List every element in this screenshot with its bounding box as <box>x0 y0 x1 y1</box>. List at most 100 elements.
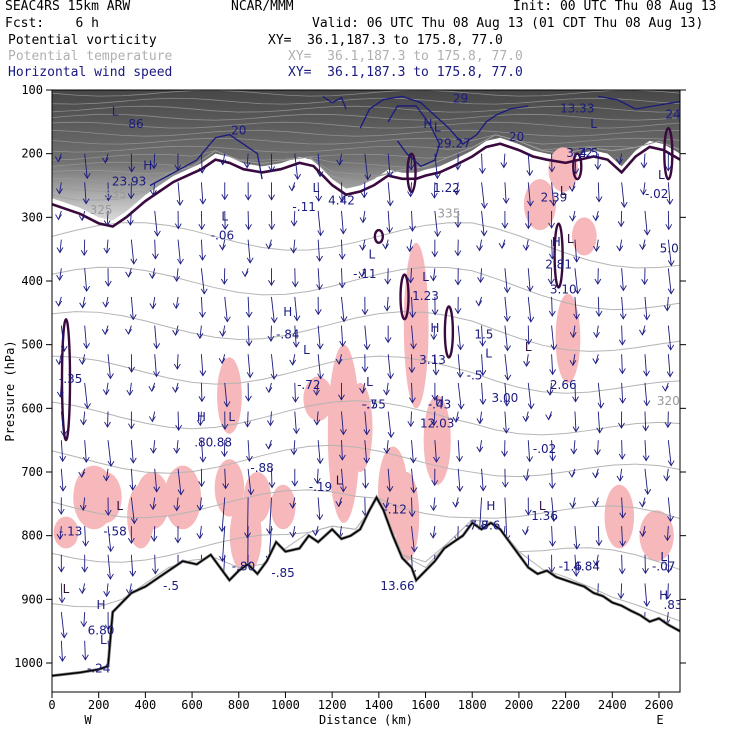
wind-vector-head <box>592 215 600 222</box>
model-title: SEAC4RS 15km ARW <box>5 0 131 14</box>
wind-vector <box>176 354 179 370</box>
wind-speed-label: 3.10 <box>550 283 577 297</box>
wind-vector-head <box>572 426 580 433</box>
pv-shade-blob <box>217 357 242 434</box>
y-tick-label: 800 <box>21 529 43 543</box>
wind-vector-head <box>338 454 346 461</box>
wind-vector-head <box>546 389 554 396</box>
wind-vector <box>456 182 459 195</box>
wind-vector-head <box>57 508 65 515</box>
wind-vector-head <box>150 163 158 170</box>
pv-closed-contour <box>373 228 385 244</box>
wind-vector-head <box>129 570 137 577</box>
x-tick-label: 1400 <box>364 698 393 712</box>
pv-label: L <box>116 499 123 513</box>
wind-speed-label: 3.00 <box>492 391 519 405</box>
wind-vector <box>130 440 134 463</box>
wind-vector-head <box>667 515 674 523</box>
wind-vector-head <box>452 501 460 508</box>
pv-label: L <box>539 499 546 513</box>
wind-vector <box>621 325 623 345</box>
wind-vector-head <box>498 242 506 249</box>
wind-vector-head <box>408 367 416 374</box>
wind-vector-head <box>431 309 439 316</box>
wind-vector <box>621 296 624 319</box>
y-tick-label: 300 <box>21 210 43 224</box>
y-tick-label: 700 <box>21 465 43 479</box>
wind-vector-head <box>82 456 90 463</box>
wind-vector-head <box>196 333 204 340</box>
pv-closed-contour <box>443 305 455 359</box>
wind-vector-head <box>59 456 67 463</box>
wind-vector-head <box>82 540 90 547</box>
wind-speed-label: L <box>112 104 119 118</box>
wind-vector-head <box>665 567 672 574</box>
strat-theta-line <box>52 134 680 153</box>
wind-vector <box>644 354 647 376</box>
wind-vector <box>644 296 648 320</box>
wind-vector-head <box>429 275 437 282</box>
wind-vector <box>411 468 415 493</box>
wind-vector <box>271 354 275 380</box>
wind-vector <box>573 440 576 454</box>
wind-vector <box>317 497 321 520</box>
wind-speed-label: -.85 <box>271 566 294 580</box>
wind-vector-head <box>456 456 463 463</box>
wind-vector <box>129 382 132 396</box>
wind-vector-head <box>265 443 273 450</box>
wind-vector <box>619 239 623 251</box>
wind-vector-head <box>290 247 297 254</box>
wind-vector-head <box>288 185 296 192</box>
wind-vector-head <box>221 423 229 430</box>
wind-vector-head <box>409 457 417 464</box>
wind-vector-head <box>245 340 253 347</box>
wind-vector <box>551 182 555 206</box>
plot-frame <box>51 89 681 693</box>
pv-shade-blob <box>548 147 579 192</box>
wind-vector-head <box>267 335 275 342</box>
wind-vector <box>644 440 647 461</box>
wind-vector <box>151 411 156 422</box>
wind-vector <box>107 440 112 467</box>
wind-vector-head <box>664 593 672 600</box>
wind-speed-label: -.80 <box>232 560 255 574</box>
wind-vector-head <box>524 509 532 516</box>
wind-vector-head <box>434 173 441 180</box>
wind-vector-head <box>481 202 488 209</box>
wind-vector-head <box>316 171 324 178</box>
wind-vector-head <box>570 448 578 455</box>
x-start-label: W <box>84 713 92 727</box>
wind-vector-head <box>386 171 394 178</box>
wind-speed-label: H <box>486 499 495 513</box>
wind-vector-head <box>55 359 63 366</box>
wind-vector <box>84 382 88 409</box>
wind-vector-head <box>454 250 462 257</box>
wind-vector <box>222 325 226 337</box>
wind-vector <box>525 411 529 422</box>
wind-vector-head <box>148 272 156 280</box>
wind-speed-label: L <box>422 270 429 284</box>
wind-vector-head <box>107 460 115 467</box>
wind-vector <box>457 382 462 409</box>
wind-vector <box>411 296 414 318</box>
wind-vector-head <box>550 200 558 207</box>
wind-vector-head <box>174 164 182 171</box>
wind-vector <box>341 296 345 322</box>
wind-speed-label: -.84 <box>276 327 299 341</box>
pv-closed-contour <box>399 273 410 321</box>
wind-vector <box>154 468 158 492</box>
wind-speed-label: -.5 <box>467 369 483 383</box>
wind-vector <box>432 526 436 538</box>
wind-speed-label: -.72 <box>297 378 320 392</box>
wind-vector <box>411 440 414 463</box>
x-tick-label: 600 <box>181 698 203 712</box>
wind-speed-label: 6.80 <box>88 623 115 637</box>
wind-vector <box>199 526 202 539</box>
wind-vector-head <box>148 416 156 423</box>
wind-vector-head <box>407 164 415 171</box>
x-tick-label: 2200 <box>551 698 580 712</box>
wind-vector <box>130 296 134 320</box>
strat-theta-line <box>52 134 680 201</box>
wind-vector-head <box>383 447 391 454</box>
wind-vector <box>620 210 623 227</box>
